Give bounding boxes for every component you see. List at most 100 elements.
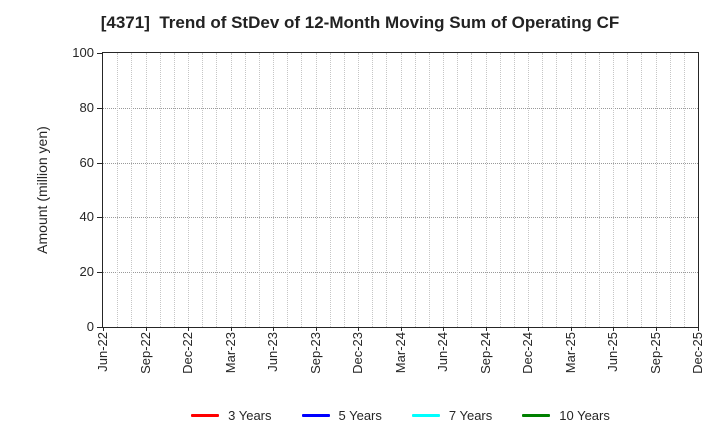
- gridline-vertical: [556, 53, 558, 327]
- legend-label: 10 Years: [559, 407, 610, 423]
- gridline-vertical: [485, 53, 487, 327]
- x-tick-mark: [230, 328, 232, 331]
- x-tick-label: Dec-23: [350, 332, 365, 374]
- gridline-vertical: [457, 53, 459, 327]
- x-tick-label: Jun-25: [605, 332, 620, 372]
- gridline-vertical: [329, 53, 331, 327]
- legend-item: 10 Years: [522, 408, 610, 423]
- gridline-vertical: [131, 53, 133, 327]
- x-tick-mark: [698, 328, 699, 331]
- gridline-vertical: [216, 53, 218, 327]
- gridline-vertical: [655, 53, 657, 327]
- gridline-vertical: [499, 53, 501, 327]
- x-tick-mark: [570, 328, 572, 331]
- gridline-vertical: [386, 53, 388, 327]
- gridline-vertical: [641, 53, 643, 327]
- legend-line-swatch: [301, 413, 330, 417]
- x-tick-mark: [655, 328, 657, 331]
- x-tick-label: Jun-24: [435, 332, 450, 372]
- gridline-vertical: [244, 53, 246, 327]
- gridline-vertical: [301, 53, 303, 327]
- x-tick-mark: [188, 328, 189, 331]
- x-tick-mark: [358, 328, 359, 331]
- x-tick-mark: [315, 328, 317, 331]
- x-tick-label: Sep-25: [647, 332, 663, 374]
- y-tick-label: 20: [79, 264, 94, 280]
- legend: 3 Years 5 Years 7 Years 10 Years: [102, 406, 699, 424]
- gridline-vertical: [372, 53, 374, 327]
- gridline-vertical: [513, 53, 515, 327]
- x-tick-label: Mar-25: [562, 332, 578, 374]
- x-tick-mark: [400, 328, 402, 331]
- gridline-vertical: [159, 53, 161, 327]
- plot-area: [102, 52, 699, 328]
- legend-label: 3 Years: [228, 407, 272, 423]
- gridline-vertical: [570, 53, 572, 327]
- gridline-vertical: [584, 53, 586, 327]
- x-tick-label: Mar-23: [222, 332, 238, 374]
- x-tick-mark: [613, 328, 614, 331]
- gridline-vertical: [613, 53, 614, 327]
- y-tick-label: 100: [72, 45, 94, 60]
- x-tick-label: Dec-25: [690, 332, 705, 374]
- x-tick-label: Sep-23: [307, 332, 323, 374]
- gridline-vertical: [230, 53, 232, 327]
- y-tick-mark: [97, 327, 102, 328]
- gridline-vertical: [627, 53, 629, 327]
- gridline-vertical: [400, 53, 402, 327]
- gridline-vertical: [117, 53, 119, 327]
- gridline-vertical: [188, 53, 189, 327]
- y-tick-label: 40: [79, 209, 94, 225]
- y-tick-label: 0: [86, 319, 94, 334]
- gridline-vertical: [258, 53, 260, 327]
- gridline-vertical: [683, 53, 685, 327]
- legend-item: 5 Years: [301, 407, 382, 423]
- y-tick-mark: [97, 53, 102, 54]
- x-tick-mark: [485, 328, 487, 331]
- x-tick-label: Jun-22: [95, 332, 110, 372]
- gridline-vertical: [202, 53, 204, 327]
- legend-line-swatch: [411, 413, 440, 417]
- chart-title: [4371] Trend of StDev of 12-Month Moving…: [100, 13, 620, 32]
- gridline-vertical: [358, 53, 359, 327]
- x-tick-mark: [103, 328, 104, 331]
- gridline-vertical: [528, 53, 529, 327]
- x-tick-mark: [443, 328, 444, 331]
- gridline-vertical: [343, 53, 345, 327]
- y-axis-label: Amount (million yen): [34, 126, 50, 254]
- legend-label: 5 Years: [338, 407, 382, 423]
- x-tick-label: Jun-23: [265, 332, 280, 372]
- gridline-vertical: [173, 53, 175, 327]
- y-tick-label: 60: [79, 154, 94, 170]
- legend-line-swatch: [191, 413, 220, 417]
- gridline-vertical: [669, 53, 671, 327]
- legend-item: 7 Years: [411, 407, 493, 423]
- x-tick-mark: [145, 328, 147, 331]
- y-tick-mark: [97, 217, 102, 219]
- x-tick-label: Sep-22: [137, 332, 153, 374]
- gridline-vertical: [428, 53, 430, 327]
- y-tick-label: 80: [79, 99, 94, 115]
- legend-line-swatch: [522, 413, 551, 417]
- x-tick-label: Sep-24: [477, 332, 493, 374]
- gridline-vertical: [542, 53, 544, 327]
- y-tick-mark: [97, 162, 102, 164]
- gridline-vertical: [145, 53, 147, 327]
- gridline-vertical: [598, 53, 600, 327]
- gridline-vertical: [443, 53, 444, 327]
- y-tick-mark: [97, 107, 102, 109]
- x-tick-mark: [528, 328, 529, 331]
- gridline-vertical: [471, 53, 473, 327]
- x-tick-label: Dec-24: [520, 332, 535, 374]
- gridline-vertical: [273, 53, 274, 327]
- x-tick-label: Dec-22: [180, 332, 195, 374]
- gridline-vertical: [287, 53, 289, 327]
- x-tick-mark: [273, 328, 274, 331]
- legend-item: 3 Years: [191, 407, 272, 423]
- x-tick-label: Mar-24: [392, 332, 408, 374]
- legend-label: 7 Years: [448, 407, 493, 423]
- gridline-vertical: [315, 53, 317, 327]
- y-tick-mark: [97, 272, 102, 274]
- gridline-vertical: [414, 53, 416, 327]
